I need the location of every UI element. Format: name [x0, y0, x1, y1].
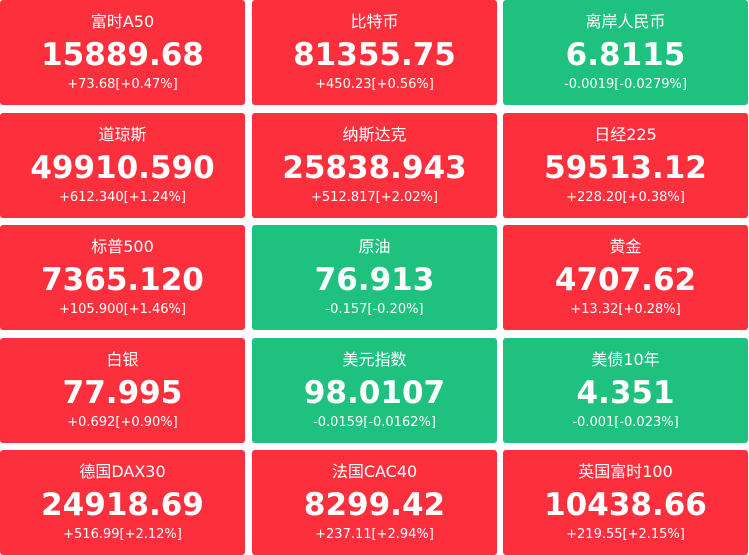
quote-price: 15889.68: [41, 37, 204, 73]
quote-name: 富时A50: [90, 12, 155, 31]
quote-price: 59513.12: [544, 150, 707, 186]
quote-tile[interactable]: 富时A50 15889.68 +73.68[+0.47%]: [0, 0, 245, 105]
quote-price: 24918.69: [41, 487, 204, 523]
quote-name: 美债10年: [591, 350, 660, 369]
quote-tile[interactable]: 黄金 4707.62 +13.32[+0.28%]: [503, 225, 748, 330]
quote-change: +237.11[+2.94%]: [315, 527, 434, 542]
quote-price: 25838.943: [282, 150, 467, 186]
quote-change: -0.157[-0.20%]: [325, 302, 424, 317]
quote-price: 76.913: [314, 262, 435, 298]
quote-tile[interactable]: 离岸人民币 6.8115 -0.0019[-0.0279%]: [503, 0, 748, 105]
quote-price: 10438.66: [544, 487, 707, 523]
quote-change: +450.23[+0.56%]: [315, 77, 434, 92]
quote-price: 49910.590: [30, 150, 215, 186]
quote-tile[interactable]: 白银 77.995 +0.692[+0.90%]: [0, 338, 245, 443]
quote-change: -0.001[-0.023%]: [572, 415, 679, 430]
quote-name: 英国富时100: [578, 462, 673, 481]
quote-tile[interactable]: 英国富时100 10438.66 +219.55[+2.15%]: [503, 450, 748, 555]
quote-price: 7365.120: [41, 262, 204, 298]
quote-tile[interactable]: 纳斯达克 25838.943 +512.817[+2.02%]: [252, 113, 497, 218]
quote-tile[interactable]: 法国CAC40 8299.42 +237.11[+2.94%]: [252, 450, 497, 555]
quote-price: 77.995: [62, 375, 183, 411]
quote-change: +13.32[+0.28%]: [570, 302, 681, 317]
quote-price: 8299.42: [303, 487, 446, 523]
quote-price: 81355.75: [293, 37, 456, 73]
quote-name: 法国CAC40: [331, 462, 418, 481]
quote-tile[interactable]: 德国DAX30 24918.69 +516.99[+2.12%]: [0, 450, 245, 555]
quote-name: 道琼斯: [98, 125, 147, 144]
quote-change: -0.0159[-0.0162%]: [313, 415, 436, 430]
quote-change: +612.340[+1.24%]: [59, 190, 186, 205]
quote-tile[interactable]: 道琼斯 49910.590 +612.340[+1.24%]: [0, 113, 245, 218]
quote-name: 日经225: [594, 125, 657, 144]
quote-name: 美元指数: [342, 350, 407, 369]
quote-change: +516.99[+2.12%]: [63, 527, 182, 542]
quote-change: +228.20[+0.38%]: [566, 190, 685, 205]
quote-tile[interactable]: 原油 76.913 -0.157[-0.20%]: [252, 225, 497, 330]
quote-name: 黄金: [609, 237, 642, 256]
quote-name: 离岸人民币: [585, 12, 666, 31]
quote-change: +73.68[+0.47%]: [67, 77, 178, 92]
quote-tile[interactable]: 日经225 59513.12 +228.20[+0.38%]: [503, 113, 748, 218]
quote-change: -0.0019[-0.0279%]: [564, 77, 687, 92]
quote-price: 6.8115: [565, 37, 686, 73]
quote-change: +219.55[+2.15%]: [566, 527, 685, 542]
quote-name: 白银: [106, 350, 139, 369]
quote-tile[interactable]: 比特币 81355.75 +450.23[+0.56%]: [252, 0, 497, 105]
quote-price: 4707.62: [554, 262, 697, 298]
quote-name: 原油: [358, 237, 391, 256]
quote-tile[interactable]: 标普500 7365.120 +105.900[+1.46%]: [0, 225, 245, 330]
quote-change: +0.692[+0.90%]: [67, 415, 178, 430]
quote-change: +105.900[+1.46%]: [59, 302, 186, 317]
quote-tile[interactable]: 美债10年 4.351 -0.001[-0.023%]: [503, 338, 748, 443]
quote-name: 标普500: [91, 237, 154, 256]
quote-price: 4.351: [576, 375, 675, 411]
quote-tile[interactable]: 美元指数 98.0107 -0.0159[-0.0162%]: [252, 338, 497, 443]
quote-name: 比特币: [350, 12, 399, 31]
quote-price: 98.0107: [303, 375, 446, 411]
quote-name: 德国DAX30: [79, 462, 166, 481]
quote-change: +512.817[+2.02%]: [311, 190, 438, 205]
quote-name: 纳斯达克: [342, 125, 407, 144]
